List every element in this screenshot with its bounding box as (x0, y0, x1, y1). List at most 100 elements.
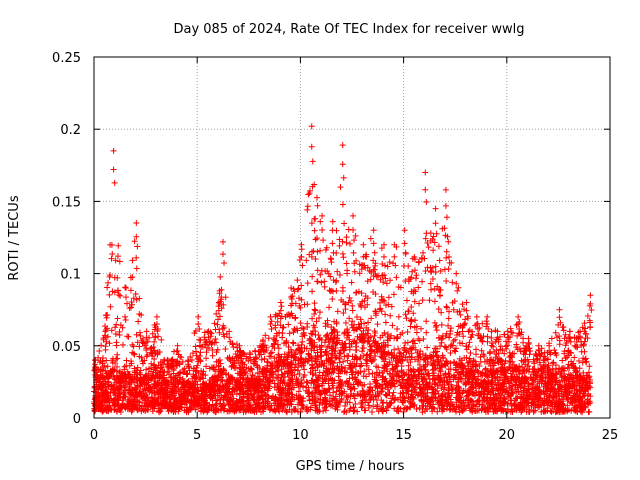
roti-point (327, 375, 334, 382)
roti-point (133, 265, 140, 272)
roti-point (202, 372, 209, 379)
roti-point (167, 374, 174, 381)
roti-point (383, 392, 390, 399)
roti-point (311, 215, 318, 222)
roti-point (343, 234, 350, 241)
roti-point (358, 320, 365, 327)
roti-point (438, 392, 445, 399)
roti-point (102, 326, 109, 333)
roti-point (194, 402, 201, 409)
roti-point (497, 346, 504, 353)
roti-point (288, 360, 295, 367)
roti-point (558, 366, 565, 373)
roti-point (402, 380, 409, 387)
roti-point (466, 355, 473, 362)
roti-point (431, 319, 438, 326)
roti-point (351, 321, 358, 328)
roti-point (375, 340, 382, 347)
roti-point (582, 325, 589, 332)
roti-point (405, 308, 412, 315)
roti-point (286, 311, 293, 318)
roti-point (193, 348, 200, 355)
roti-point (198, 374, 205, 381)
roti-point (212, 335, 219, 342)
roti-point (332, 279, 339, 286)
roti-point (446, 407, 453, 414)
roti-point (389, 352, 396, 359)
roti-point (525, 368, 532, 375)
roti-point (148, 349, 155, 356)
roti-point (574, 343, 581, 350)
roti-point (304, 203, 311, 210)
roti-point (118, 382, 125, 389)
roti-point (249, 379, 256, 386)
roti-point (441, 266, 448, 273)
roti-point (347, 393, 354, 400)
roti-point (378, 308, 385, 315)
roti-point (385, 361, 392, 368)
roti-point (383, 399, 390, 406)
roti-point (191, 330, 198, 337)
roti-point (531, 367, 538, 374)
roti-point (507, 325, 514, 332)
roti-point (475, 330, 482, 337)
roti-point (382, 375, 389, 382)
roti-point (430, 233, 437, 240)
roti-point (445, 315, 452, 322)
roti-point (466, 339, 473, 346)
roti-point (460, 333, 467, 340)
roti-point (525, 402, 532, 409)
roti-point (581, 348, 588, 355)
roti-point (161, 403, 168, 410)
roti-point (240, 391, 247, 398)
roti-point (268, 318, 275, 325)
roti-point (574, 390, 581, 397)
roti-point (166, 392, 173, 399)
roti-point (423, 329, 430, 336)
roti-point (209, 347, 216, 354)
roti-point (345, 226, 352, 233)
roti-point (469, 398, 476, 405)
roti-point (138, 354, 145, 361)
roti-point (421, 255, 428, 262)
roti-point (128, 299, 135, 306)
roti-point (178, 354, 185, 361)
roti-point (134, 377, 141, 384)
roti-point (105, 393, 112, 400)
roti-point (486, 357, 493, 364)
roti-point (140, 374, 147, 381)
roti-point (581, 320, 588, 327)
roti-point (382, 311, 389, 318)
roti-point (311, 306, 318, 313)
roti-point (196, 336, 203, 343)
roti-point (329, 402, 336, 409)
roti-point (383, 378, 390, 385)
roti-point (268, 360, 275, 367)
roti-point (212, 326, 219, 333)
roti-point (315, 336, 322, 343)
roti-point (301, 345, 308, 352)
roti-point (409, 338, 416, 345)
roti-point (391, 346, 398, 353)
roti-point (189, 389, 196, 396)
roti-point (347, 366, 354, 373)
roti-point (126, 388, 133, 395)
roti-point (315, 377, 322, 384)
roti-point (552, 370, 559, 377)
roti-point (330, 288, 337, 295)
roti-point (337, 347, 344, 354)
roti-point (346, 315, 353, 322)
roti-point (105, 279, 112, 286)
roti-point (114, 253, 121, 260)
roti-point (532, 407, 539, 414)
roti-point (387, 312, 394, 319)
roti-point (308, 347, 315, 354)
roti-point (534, 401, 541, 408)
roti-point (233, 377, 240, 384)
roti-point (566, 376, 573, 383)
roti-point (482, 404, 489, 411)
roti-point (281, 351, 288, 358)
roti-point (141, 342, 148, 349)
roti-point (237, 400, 244, 407)
roti-point (363, 373, 370, 380)
